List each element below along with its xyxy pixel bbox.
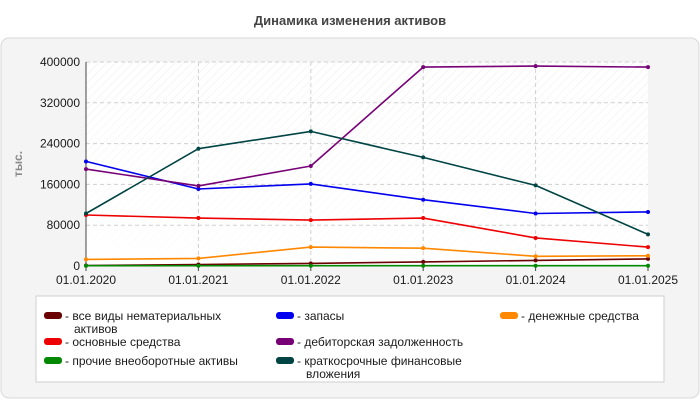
series-point-0	[646, 256, 650, 261]
series-line-5	[85, 130, 649, 236]
series-point-4	[196, 183, 201, 188]
series-point-4	[84, 167, 88, 172]
legend-entry: - дебиторская задолженность	[297, 335, 463, 349]
x-tick-label: 01.01.2025	[618, 273, 678, 287]
y-tick-label: 160000	[40, 177, 80, 191]
legend-swatch	[276, 312, 294, 319]
series-point-3	[533, 211, 538, 216]
series-point-3	[84, 159, 88, 164]
series-point-0	[421, 259, 426, 264]
series-point-4	[533, 64, 538, 69]
series-line-0	[85, 258, 649, 267]
legend-swatch	[500, 312, 518, 319]
series-point-1	[533, 235, 538, 240]
series-point-6	[421, 246, 426, 251]
chart-title: Динамика изменения активов	[254, 13, 446, 28]
legend-swatch	[276, 357, 294, 364]
series-point-5	[84, 211, 88, 216]
series-point-6	[196, 256, 201, 261]
x-tick-label: 01.01.2020	[56, 273, 116, 287]
legend-entry: - денежные средства	[521, 309, 639, 323]
series-point-2	[421, 263, 426, 268]
series-point-1	[196, 216, 201, 221]
series-point-2	[196, 263, 201, 268]
series-point-5	[646, 232, 650, 237]
legend-swatch	[44, 312, 62, 319]
series-line-6	[85, 246, 649, 261]
y-tick-label: 240000	[40, 137, 80, 151]
legend: - все виды нематериальных активов- основн…	[44, 309, 639, 381]
y-tick-label: 400000	[40, 55, 80, 69]
legend-swatch	[44, 338, 62, 345]
series-point-1	[646, 245, 650, 250]
legend-swatch	[44, 357, 62, 364]
series-point-5	[308, 129, 313, 134]
series-point-2	[308, 263, 313, 268]
series-point-0	[533, 258, 538, 263]
series-point-2	[646, 263, 650, 268]
legend-entry: - запасы	[297, 309, 344, 323]
series-point-6	[533, 254, 538, 259]
tick-label-layer: 0 80000 160000 240000 320000 400000 01.01.2020…	[40, 55, 678, 287]
x-tick-label: 01.01.2022	[281, 273, 341, 287]
series-point-3	[308, 181, 313, 186]
series-point-4	[646, 65, 650, 70]
series-point-2	[533, 263, 538, 268]
y-tick-label: 80000	[47, 218, 81, 232]
legend-entry: - краткосрочные финансовые вложения	[297, 354, 462, 381]
series-point-6	[84, 257, 88, 262]
series-point-5	[533, 183, 538, 188]
series-point-6	[646, 253, 650, 258]
series-point-2	[84, 263, 88, 268]
legend-entry: - основные средства	[65, 335, 181, 349]
series-point-3	[421, 197, 426, 202]
series-point-1	[421, 216, 426, 221]
series-point-6	[308, 245, 313, 250]
series-line-4	[85, 65, 649, 187]
legend-swatch	[276, 338, 294, 345]
legend-box	[35, 295, 665, 383]
series-point-4	[421, 65, 426, 70]
legend-entry: - прочие внеоборотные активы	[65, 354, 238, 368]
series-line-1	[85, 214, 649, 248]
y-tick-label: 0	[73, 259, 80, 273]
series-point-3	[646, 209, 650, 214]
series-point-1	[308, 218, 313, 223]
y-tick-label: 320000	[40, 96, 80, 110]
series-line-3	[85, 160, 649, 215]
series-layer	[84, 64, 650, 268]
series-point-5	[196, 146, 201, 151]
x-tick-label: 01.01.2023	[393, 273, 453, 287]
y-axis-label: тыс.	[11, 151, 25, 177]
plot-fade	[86, 62, 648, 266]
series-point-5	[421, 155, 426, 160]
x-tick-label: 01.01.2024	[506, 273, 566, 287]
legend-entry: - все виды нематериальных активов	[65, 309, 221, 336]
series-point-3	[196, 186, 201, 191]
series-point-4	[308, 164, 313, 169]
x-tick-label: 01.01.2021	[168, 273, 228, 287]
